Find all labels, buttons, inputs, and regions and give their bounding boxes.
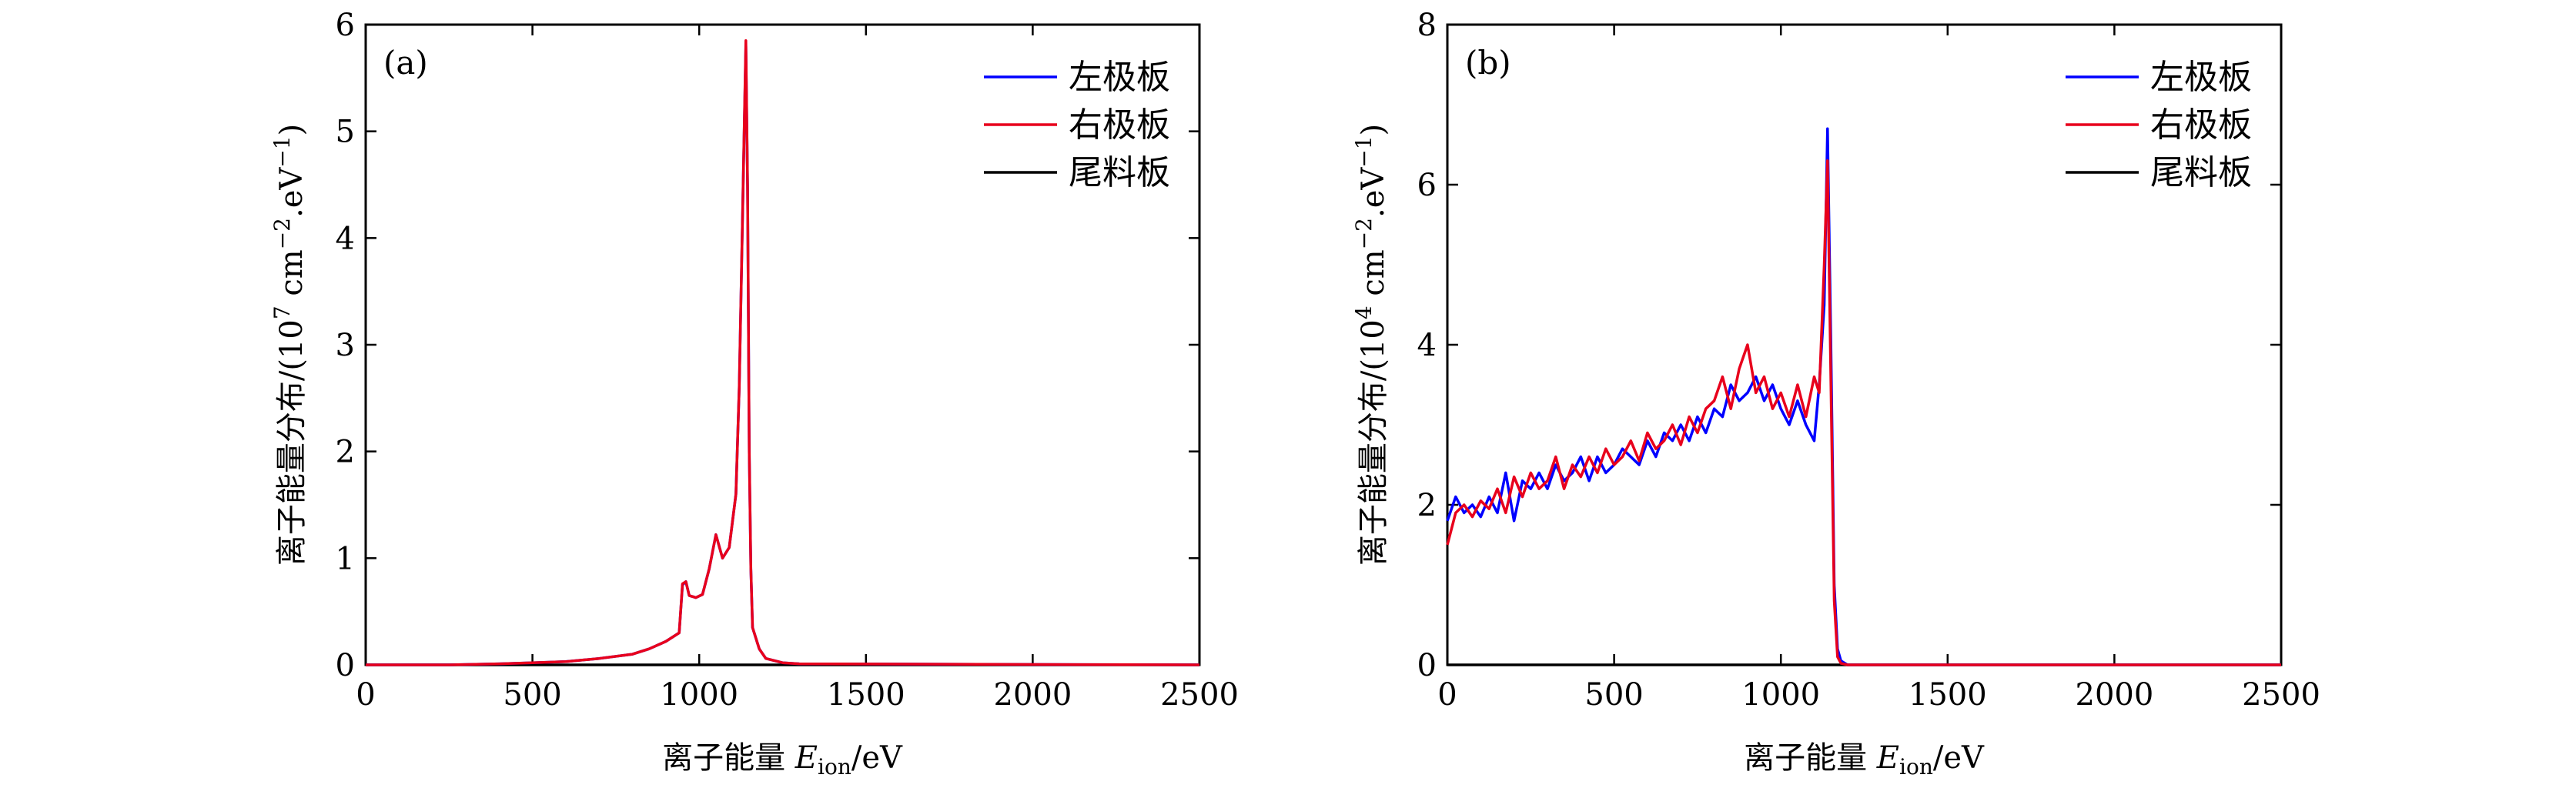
x-tick-label: 2000 <box>2076 677 2154 713</box>
x-tick-label: 0 <box>356 677 375 713</box>
y-tick-labels: 0 1 2 3 4 5 6 <box>336 8 355 683</box>
x-tick-label: 1000 <box>660 677 738 713</box>
legend-label: 左极板 <box>1069 58 1170 97</box>
x-tick-label: 2500 <box>2242 677 2320 713</box>
y-tick-label: 6 <box>1417 168 1437 203</box>
legend-label: 右极板 <box>1069 105 1170 145</box>
x-tick-labels: 0 500 1000 1500 2000 2500 <box>356 677 1239 713</box>
panel-label: (a) <box>383 44 428 82</box>
y-tick-label: 3 <box>336 328 355 363</box>
x-tick-label: 500 <box>1584 677 1643 713</box>
panel-b: 0 500 1000 1500 2000 2500 0 2 4 6 8 (b) 左极板右极板尾料板… <box>1351 8 2320 780</box>
series-line <box>1446 159 2281 666</box>
legend-label: 右极板 <box>2150 105 2252 145</box>
series-line <box>366 39 1200 666</box>
y-tick-label: 6 <box>336 8 355 43</box>
series-line <box>1446 127 2281 666</box>
y-tick-labels: 0 2 4 6 8 <box>1417 8 1437 683</box>
y-tick-label: 8 <box>1417 8 1437 43</box>
x-tick-labels: 0 500 1000 1500 2000 2500 <box>1437 677 2320 713</box>
y-axis-title: 离子能量分布/(107 cm−2.eV−1) <box>269 124 309 566</box>
x-tick-label: 500 <box>503 677 561 713</box>
x-tick-label: 0 <box>1437 677 1457 713</box>
series-layer <box>1446 127 2281 666</box>
y-tick-label: 1 <box>336 541 355 576</box>
y-tick-label: 4 <box>1417 328 1437 363</box>
panel-a: 0 500 1000 1500 2000 2500 0 1 2 3 4 5 6 (a) 左极板右极板尾… <box>269 8 1239 780</box>
x-tick-label: 1000 <box>1741 677 1820 713</box>
panel-label: (b) <box>1465 44 1511 82</box>
series-layer <box>366 39 1200 666</box>
legend-label: 尾料板 <box>2150 153 2252 192</box>
x-axis-title: 离子能量 Eion/eV <box>662 740 903 780</box>
y-tick-label: 0 <box>1417 648 1437 683</box>
x-tick-label: 1500 <box>1909 677 1987 713</box>
y-tick-label: 5 <box>336 115 355 150</box>
y-tick-label: 2 <box>336 435 355 470</box>
legend-label: 左极板 <box>2150 58 2252 97</box>
x-axis-title: 离子能量 Eion/eV <box>1744 740 1985 780</box>
x-tick-label: 1500 <box>827 677 905 713</box>
x-tick-label: 2500 <box>1160 677 1239 713</box>
y-tick-label: 0 <box>336 648 355 683</box>
y-axis-title: 离子能量分布/(104 cm−2.eV−1) <box>1351 124 1391 566</box>
y-tick-label: 2 <box>1417 488 1437 523</box>
legend-label: 尾料板 <box>1069 153 1170 192</box>
x-tick-label: 2000 <box>994 677 1072 713</box>
y-tick-label: 4 <box>336 221 355 256</box>
